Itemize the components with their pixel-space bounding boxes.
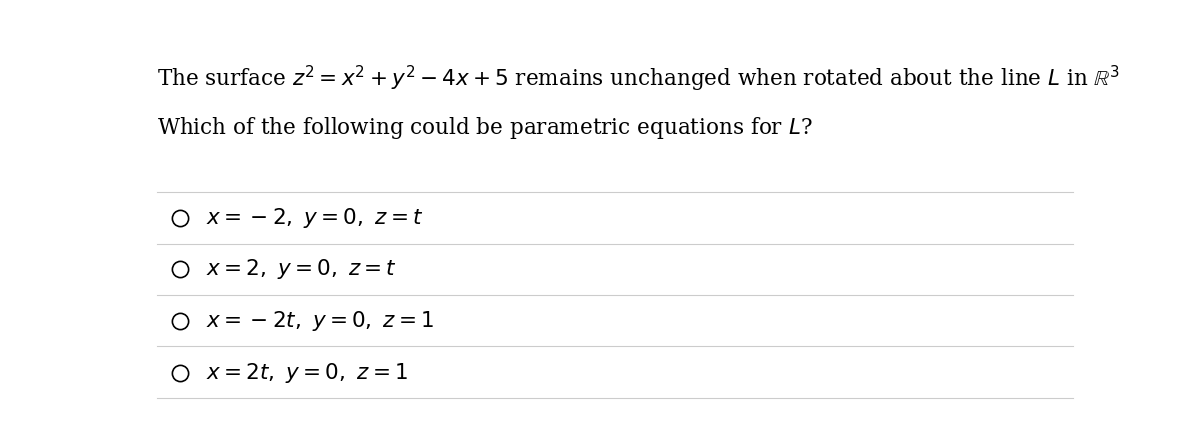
Text: $x = -2,\ y = 0,\ z = t$: $x = -2,\ y = 0,\ z = t$	[206, 206, 424, 230]
Text: $x = -2t,\ y = 0,\ z = 1$: $x = -2t,\ y = 0,\ z = 1$	[206, 309, 434, 333]
Text: The surface $z^2 = x^2 + y^2 - 4x + 5$ remains unchanged when rotated about the : The surface $z^2 = x^2 + y^2 - 4x + 5$ r…	[157, 64, 1121, 94]
Text: $x = 2,\ y = 0,\ z = t$: $x = 2,\ y = 0,\ z = t$	[206, 257, 397, 281]
Text: Which of the following could be parametric equations for $L$?: Which of the following could be parametr…	[157, 115, 812, 141]
Text: $x = 2t,\ y = 0,\ z = 1$: $x = 2t,\ y = 0,\ z = 1$	[206, 361, 408, 385]
